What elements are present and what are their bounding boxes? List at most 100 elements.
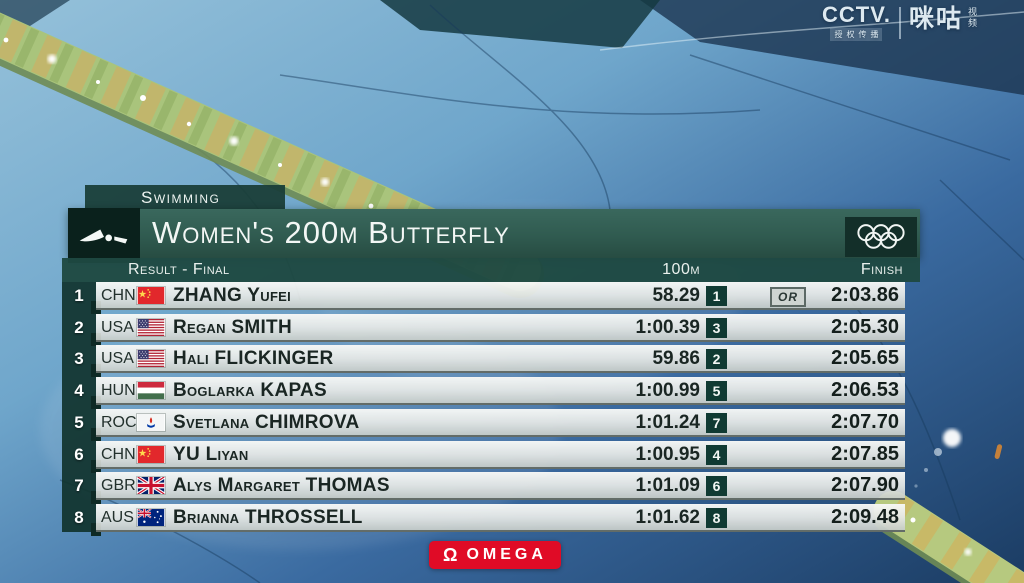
record-badge: OR [770,287,806,307]
rank-number: 3 [74,349,84,369]
split-time: 1:00.95 [635,443,700,465]
athlete-bar: AUS Brianna THROSSELL 1:01.62 8 2:09.48 [96,504,905,532]
split-rank-badge: 3 [706,317,727,338]
split-time: 1:00.39 [635,316,700,338]
country-code: USA [101,350,134,368]
athlete-bar: USA Hali FLICKINGER 59.86 2 2:05.65 [96,345,905,374]
rank-number: 4 [74,381,84,401]
sport-label: Swimming [85,185,285,210]
flag-icon-hun [137,382,165,400]
broadcaster-watermark: CCTV. 授权传播 咪咕 视频 [822,4,979,41]
athlete-name: ZHANG Yufei [173,285,292,306]
split-time: 59.86 [652,348,700,370]
finish-column-header: Finish [860,261,903,278]
split-time: 1:01.09 [635,475,700,497]
thin-rope-reflection [599,11,1024,51]
result-row: 5 ROC Svetlana CHIMROVA 1:01.24 7 2:07.70 [62,408,920,441]
rank-column-strip [62,282,96,532]
flag-icon-gbr [137,477,165,495]
finish-time: 2:07.90 [831,474,899,497]
finish-time: 2:09.48 [831,506,899,528]
athlete-name: Brianna THROSSELL [173,507,363,528]
finish-time: 2:03.86 [831,284,899,306]
omega-symbol-icon: Ω [443,544,458,565]
split-rank-badge: 6 [706,476,727,497]
athlete-name: Regan SMITH [173,316,292,338]
pool-edge-dark-wedge [380,0,660,48]
event-title: Women's 200m Butterfly [152,215,510,250]
omega-wordmark: OMEGA [466,546,547,563]
swimming-pictogram-icon [68,208,140,263]
migu-wordmark: 咪咕 [908,5,963,33]
split-rank-badge: 5 [706,381,727,402]
result-row: 1 CHN ZHANG Yufei 58.29 1 OR 2:03.86 [62,282,920,314]
migu-logo: 咪咕 视频 [909,4,979,34]
pool-edge-shadow [640,0,1024,95]
omega-logo: Ω OMEGA [429,541,561,569]
split-time: 1:00.99 [635,380,700,402]
rank-number: 5 [74,412,84,432]
finish-time: 2:05.65 [831,347,899,370]
finish-time: 2:05.30 [831,315,899,338]
flag-icon-roc [137,413,165,431]
athlete-bar: HUN Boglarka KAPAS 1:00.99 5 2:06.53 [96,377,905,406]
result-row: 8 AUS Brianna THROSSELL 1:01.62 8 2:09.48 [62,504,920,536]
results-rows: 1 CHN ZHANG Yufei 58.29 1 OR 2:03.86 2 USA Regan … [62,282,920,536]
rank-number: 1 [74,286,84,305]
country-code: CHN [101,287,136,304]
split-rank-badge: 1 [706,286,727,306]
results-panel: Swimming Women's 200m Butterfly [62,185,920,536]
event-title-bar: Women's 200m Butterfly [68,208,920,263]
result-row: 2 USA Regan SMITH 1:00.39 3 2:05.30 [62,313,920,346]
flag-icon-chn [137,287,165,304]
rank-number: 8 [74,508,84,527]
rope-sparkles [3,37,418,225]
rank-number: 7 [74,476,84,496]
athlete-name: Svetlana CHIMROVA [173,411,360,433]
country-code: AUS [101,509,134,526]
result-row: 4 HUN Boglarka KAPAS 1:00.99 5 2:06.53 [62,377,920,410]
finish-time: 2:07.70 [831,410,899,433]
split-time: 1:01.24 [635,411,700,433]
split-time: 58.29 [652,285,700,306]
flag-icon-usa [137,318,165,336]
athlete-name: YU Liyan [173,443,249,465]
split-time: 1:01.62 [635,507,700,528]
athlete-bar: USA Regan SMITH 1:00.39 3 2:05.30 [96,313,905,342]
column-headers: Result - Final 100m Finish [62,258,920,282]
result-row: 6 CHN YU Liyan 1:00.95 4 2:07.85 [62,440,920,473]
finish-time: 2:07.85 [831,442,899,465]
split-column-header: 100m [662,261,700,278]
split-rank-badge: 2 [706,349,727,370]
athlete-name: Alys Margaret THOMAS [173,475,390,497]
flag-icon-aus [137,509,165,526]
cctv-wordmark: CCTV. [822,2,891,27]
athlete-bar: CHN YU Liyan 1:00.95 4 2:07.85 [96,440,905,469]
result-row: 3 USA Hali FLICKINGER 59.86 2 2:05.65 [62,345,920,378]
olympic-rings-icon [845,217,917,257]
split-rank-badge: 8 [706,508,727,528]
watermark-divider [898,7,901,39]
country-code: HUN [101,382,136,400]
athlete-bar: GBR Alys Margaret THOMAS 1:01.09 6 2:07.90 [96,472,905,501]
flag-icon-chn [137,445,165,463]
athlete-bar: ROC Svetlana CHIMROVA 1:01.24 7 2:07.70 [96,408,905,437]
flag-icon-usa [137,350,165,368]
result-column-header: Result - Final [128,261,230,278]
rank-number: 6 [74,444,84,464]
country-code: CHN [101,445,136,463]
athlete-name: Boglarka KAPAS [173,380,328,402]
finish-time: 2:06.53 [831,379,899,402]
country-code: USA [101,318,134,336]
migu-subtitle: 视频 [967,7,977,29]
country-code: GBR [101,477,136,495]
result-row: 7 GBR Alys Margaret THOMAS 1:01.09 6 2:07.90 [62,472,920,505]
cctv-logo: CCTV. 授权传播 [822,4,891,41]
split-rank-badge: 7 [706,412,727,433]
country-code: ROC [101,413,137,431]
athlete-name: Hali FLICKINGER [173,348,334,370]
split-rank-badge: 4 [706,444,727,465]
rank-number: 2 [74,317,84,337]
lane-rope-lower [872,491,1024,583]
